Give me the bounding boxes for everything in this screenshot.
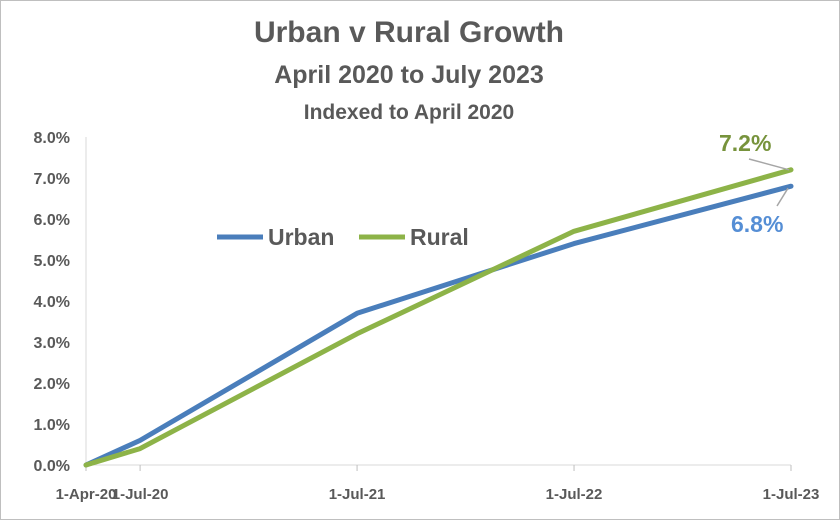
data-label-urban: 6.8% — [731, 211, 783, 237]
data-label-rural: 7.2% — [719, 130, 771, 156]
x-tick-label: 1-Jul-23 — [763, 486, 820, 503]
y-tick-label: 6.0% — [34, 212, 70, 229]
y-tick-label: 2.0% — [34, 376, 70, 393]
y-tick-label: 4.0% — [34, 294, 70, 311]
series-line-urban — [83, 183, 794, 468]
y-tick-label: 5.0% — [34, 253, 70, 270]
series-line-rural — [83, 167, 794, 468]
leader-line-urban — [776, 187, 789, 207]
legend-label-rural: Rural — [410, 224, 469, 250]
legend-label-urban: Urban — [268, 224, 334, 250]
x-tick-label: 1-Jul-20 — [112, 486, 169, 503]
y-tick-label: 7.0% — [34, 171, 70, 188]
chart-subtitle: April 2020 to July 2023 — [274, 61, 544, 89]
x-tick-label: 1-Jul-22 — [546, 486, 603, 503]
chart-subtitle-2: Indexed to April 2020 — [304, 101, 514, 124]
y-axis: 0.0% 1.0% 2.0% 3.0% 4.0% 5.0% 6.0% 7.0% 8.0% — [34, 130, 87, 475]
y-tick-label: 8.0% — [34, 130, 70, 147]
annotation-layer: 7.2% 6.8% — [719, 130, 790, 237]
legend: Urban Rural — [217, 224, 469, 250]
series-layer — [83, 167, 794, 468]
y-tick-label: 3.0% — [34, 335, 70, 352]
x-tick-label: 1-Jul-21 — [329, 486, 386, 503]
x-tick-label: 1-Apr-20 — [56, 486, 117, 503]
y-tick-label: 1.0% — [34, 417, 70, 434]
y-tick-label: 0.0% — [34, 458, 70, 475]
x-axis: 1-Apr-201-Jul-20 1-Jul-21 1-Jul-22 1-Jul-23 — [56, 464, 820, 503]
chart-title: Urban v Rural Growth — [254, 16, 564, 49]
leader-line-rural — [748, 158, 790, 171]
